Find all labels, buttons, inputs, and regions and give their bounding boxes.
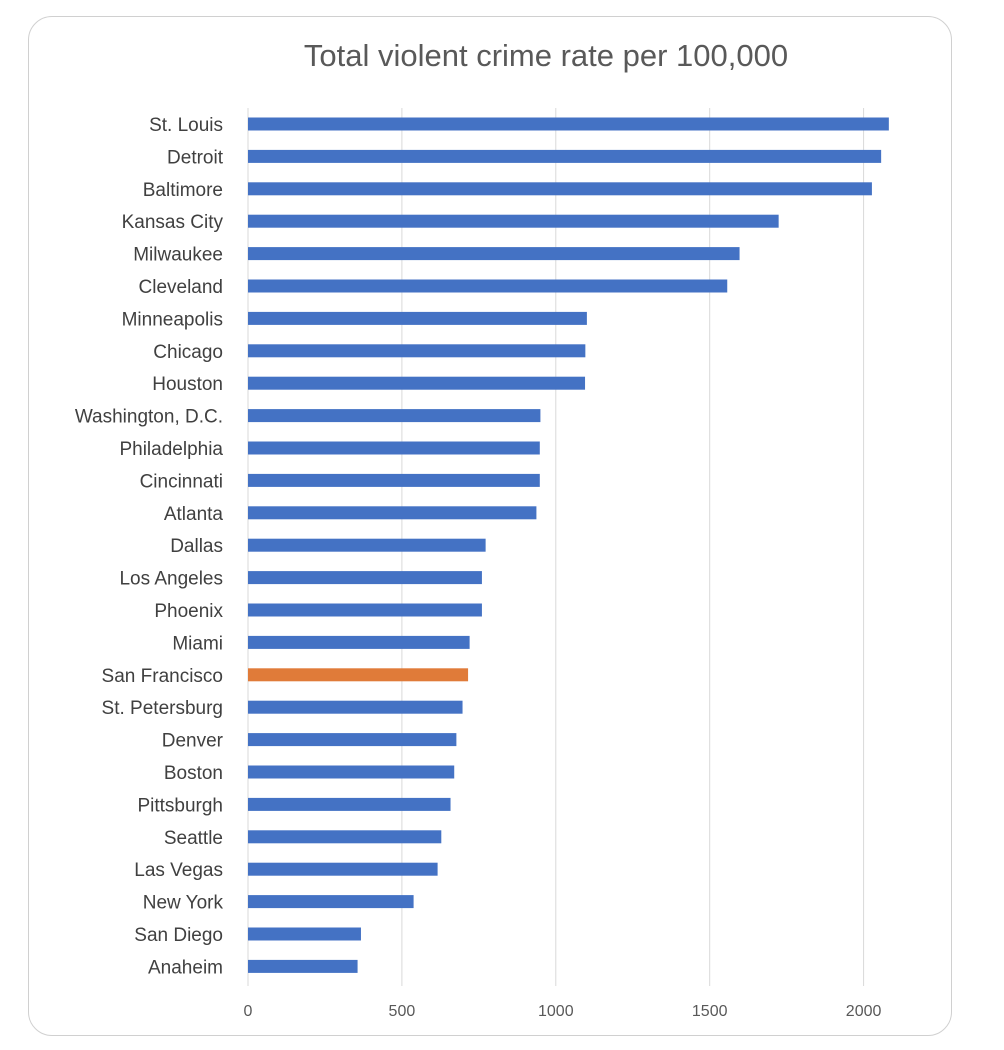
bar-washington-d-c xyxy=(248,409,541,423)
bar-miami xyxy=(248,635,470,649)
bar-denver xyxy=(248,733,457,747)
bar-houston xyxy=(248,376,586,390)
bar-san-diego xyxy=(248,927,361,941)
bar-st-petersburg xyxy=(248,700,463,714)
bar-baltimore xyxy=(248,182,872,196)
bar-chicago xyxy=(248,344,586,358)
category-label-kansas-city: Kansas City xyxy=(122,212,224,233)
bar-cincinnati xyxy=(248,473,540,487)
x-tick-label-1000: 1000 xyxy=(538,1003,574,1020)
bars xyxy=(248,117,889,973)
category-label-san-francisco: San Francisco xyxy=(102,666,223,687)
chart-title: Total violent crime rate per 100,000 xyxy=(304,38,788,73)
bar-milwaukee xyxy=(248,247,740,261)
category-label-boston: Boston xyxy=(164,763,223,784)
category-label-detroit: Detroit xyxy=(167,147,224,168)
category-label-houston: Houston xyxy=(152,374,223,395)
bar-detroit xyxy=(248,149,882,163)
bar-kansas-city xyxy=(248,214,779,228)
category-label-miami: Miami xyxy=(172,633,223,654)
category-label-cincinnati: Cincinnati xyxy=(140,471,223,492)
category-label-anaheim: Anaheim xyxy=(148,957,223,978)
bar-san-francisco xyxy=(248,668,469,682)
category-label-seattle: Seattle xyxy=(164,828,223,849)
bar-phoenix xyxy=(248,603,482,617)
bar-st-louis xyxy=(248,117,889,131)
category-labels: St. Louis Detroit Baltimore Kansas City Milw… xyxy=(75,115,224,978)
category-label-phoenix: Phoenix xyxy=(154,601,223,622)
x-tick-label-2000: 2000 xyxy=(846,1003,882,1020)
bar-pittsburgh xyxy=(248,797,451,811)
bar-minneapolis xyxy=(248,311,587,325)
category-label-minneapolis: Minneapolis xyxy=(122,309,223,330)
x-tick-label-500: 500 xyxy=(389,1003,416,1020)
bar-las-vegas xyxy=(248,862,438,876)
x-axis-ticks: 0 500 1000 1500 2000 xyxy=(244,1003,882,1020)
category-label-philadelphia: Philadelphia xyxy=(119,439,223,460)
category-label-san-diego: San Diego xyxy=(134,925,223,946)
bar-los-angeles xyxy=(248,571,482,585)
bar-atlanta xyxy=(248,506,537,520)
category-label-st-louis: St. Louis xyxy=(149,115,223,136)
category-label-new-york: New York xyxy=(143,893,224,914)
category-label-baltimore: Baltimore xyxy=(143,180,223,201)
bar-philadelphia xyxy=(248,441,540,455)
category-label-cleveland: Cleveland xyxy=(139,277,224,298)
bar-seattle xyxy=(248,830,442,844)
category-label-los-angeles: Los Angeles xyxy=(119,569,223,590)
bar-boston xyxy=(248,765,455,779)
category-label-chicago: Chicago xyxy=(153,342,223,363)
x-tick-label-0: 0 xyxy=(244,1003,253,1020)
bar-dallas xyxy=(248,538,486,552)
category-label-atlanta: Atlanta xyxy=(164,504,224,525)
x-tick-label-1500: 1500 xyxy=(692,1003,728,1020)
category-label-las-vegas: Las Vegas xyxy=(134,860,223,881)
category-label-milwaukee: Milwaukee xyxy=(133,245,223,266)
category-label-dallas: Dallas xyxy=(170,536,223,557)
category-label-pittsburgh: Pittsburgh xyxy=(137,795,223,816)
bar-cleveland xyxy=(248,279,728,293)
bar-new-york xyxy=(248,895,414,909)
category-label-st-petersburg: St. Petersburg xyxy=(102,698,223,719)
category-label-washington-d-c: Washington, D.C. xyxy=(75,407,223,428)
bar-anaheim xyxy=(248,959,358,973)
category-label-denver: Denver xyxy=(162,731,224,752)
